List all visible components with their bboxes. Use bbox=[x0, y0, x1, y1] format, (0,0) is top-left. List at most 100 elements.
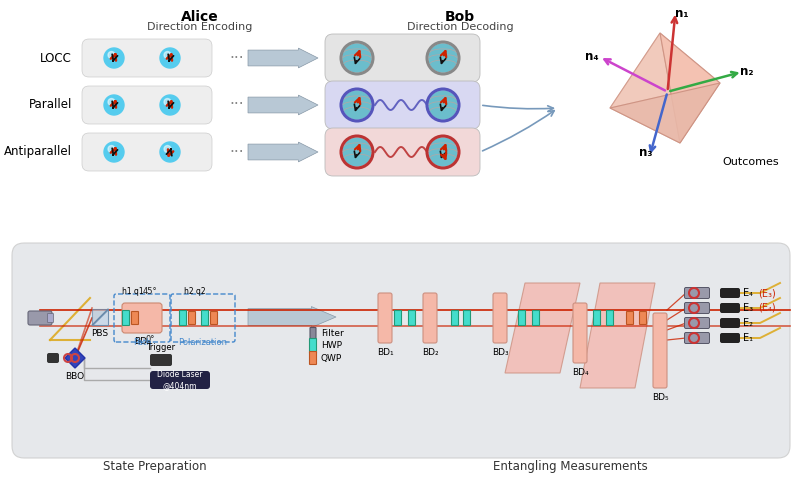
Circle shape bbox=[428, 44, 456, 72]
FancyBboxPatch shape bbox=[492, 293, 506, 343]
FancyBboxPatch shape bbox=[719, 303, 739, 313]
Text: n₂: n₂ bbox=[739, 65, 752, 78]
Text: BD₃: BD₃ bbox=[491, 348, 508, 357]
FancyBboxPatch shape bbox=[325, 81, 480, 129]
FancyBboxPatch shape bbox=[532, 310, 539, 325]
Circle shape bbox=[107, 145, 115, 152]
FancyBboxPatch shape bbox=[82, 39, 212, 77]
FancyBboxPatch shape bbox=[325, 34, 480, 82]
Text: Direction Decoding: Direction Decoding bbox=[406, 22, 512, 32]
Text: (E₃): (E₃) bbox=[757, 288, 775, 298]
Text: 0°: 0° bbox=[145, 335, 155, 344]
FancyBboxPatch shape bbox=[593, 310, 600, 325]
Circle shape bbox=[428, 138, 456, 166]
FancyBboxPatch shape bbox=[188, 311, 195, 325]
Text: Filter: Filter bbox=[321, 329, 343, 339]
Text: Bob: Bob bbox=[444, 10, 475, 24]
Text: Entangling Measurements: Entangling Measurements bbox=[492, 460, 646, 473]
FancyBboxPatch shape bbox=[638, 311, 646, 325]
FancyBboxPatch shape bbox=[47, 313, 54, 323]
FancyBboxPatch shape bbox=[47, 353, 59, 363]
FancyBboxPatch shape bbox=[394, 310, 401, 325]
Text: Direction Encoding: Direction Encoding bbox=[147, 22, 253, 32]
Text: LOCC: LOCC bbox=[40, 52, 72, 64]
Text: (E₄): (E₄) bbox=[757, 303, 775, 313]
FancyBboxPatch shape bbox=[150, 354, 172, 366]
FancyBboxPatch shape bbox=[310, 327, 316, 341]
Circle shape bbox=[160, 142, 180, 162]
Text: BD₂: BD₂ bbox=[421, 348, 438, 357]
Text: QWP: QWP bbox=[321, 353, 342, 363]
FancyBboxPatch shape bbox=[309, 351, 316, 365]
Ellipse shape bbox=[105, 104, 123, 111]
Text: BD₁: BD₁ bbox=[376, 348, 393, 357]
FancyBboxPatch shape bbox=[325, 128, 480, 176]
Text: BBO: BBO bbox=[65, 372, 84, 381]
Polygon shape bbox=[65, 348, 85, 368]
FancyBboxPatch shape bbox=[309, 339, 316, 353]
Text: ···: ··· bbox=[229, 50, 244, 65]
Circle shape bbox=[164, 52, 171, 59]
Text: Polarization: Polarization bbox=[178, 338, 227, 347]
Text: E₁: E₁ bbox=[742, 333, 752, 343]
FancyBboxPatch shape bbox=[82, 86, 212, 124]
Text: n₃: n₃ bbox=[638, 146, 651, 159]
Polygon shape bbox=[610, 83, 719, 143]
FancyBboxPatch shape bbox=[683, 332, 709, 344]
Circle shape bbox=[104, 95, 124, 115]
Text: ···: ··· bbox=[229, 144, 244, 160]
FancyBboxPatch shape bbox=[463, 310, 470, 325]
Text: E₃: E₃ bbox=[742, 303, 752, 313]
Text: E₄: E₄ bbox=[742, 288, 752, 298]
Circle shape bbox=[107, 52, 115, 59]
Text: HWP: HWP bbox=[321, 342, 342, 350]
Text: h1 q1: h1 q1 bbox=[122, 287, 144, 296]
Text: ···: ··· bbox=[229, 98, 244, 113]
FancyBboxPatch shape bbox=[683, 318, 709, 328]
FancyBboxPatch shape bbox=[719, 333, 739, 343]
Polygon shape bbox=[504, 283, 579, 373]
FancyBboxPatch shape bbox=[122, 303, 162, 333]
Polygon shape bbox=[248, 306, 335, 327]
Circle shape bbox=[160, 48, 180, 68]
Text: Path: Path bbox=[132, 338, 151, 347]
Text: Alice: Alice bbox=[181, 10, 219, 24]
FancyBboxPatch shape bbox=[423, 293, 436, 343]
FancyBboxPatch shape bbox=[652, 313, 666, 388]
Ellipse shape bbox=[105, 151, 123, 159]
Circle shape bbox=[107, 99, 115, 105]
Ellipse shape bbox=[160, 151, 179, 159]
FancyBboxPatch shape bbox=[606, 310, 613, 325]
Text: BD₅: BD₅ bbox=[651, 393, 667, 402]
FancyBboxPatch shape bbox=[123, 310, 129, 325]
Polygon shape bbox=[248, 48, 318, 68]
Polygon shape bbox=[248, 142, 318, 162]
Polygon shape bbox=[659, 33, 719, 143]
Text: PBS: PBS bbox=[91, 329, 108, 338]
Polygon shape bbox=[579, 283, 654, 388]
Ellipse shape bbox=[160, 58, 179, 64]
FancyBboxPatch shape bbox=[683, 287, 709, 299]
Polygon shape bbox=[92, 309, 107, 325]
FancyBboxPatch shape bbox=[518, 310, 525, 325]
Text: Parallel: Parallel bbox=[29, 99, 72, 111]
Circle shape bbox=[160, 95, 180, 115]
FancyBboxPatch shape bbox=[150, 371, 210, 389]
Circle shape bbox=[342, 44, 371, 72]
FancyBboxPatch shape bbox=[82, 133, 212, 171]
FancyBboxPatch shape bbox=[28, 311, 52, 325]
Text: Trigger: Trigger bbox=[146, 343, 176, 352]
FancyBboxPatch shape bbox=[719, 318, 739, 328]
Ellipse shape bbox=[105, 58, 123, 64]
Circle shape bbox=[342, 91, 371, 119]
Polygon shape bbox=[610, 33, 719, 108]
FancyBboxPatch shape bbox=[408, 310, 415, 325]
Text: h2 q2: h2 q2 bbox=[184, 287, 205, 296]
FancyBboxPatch shape bbox=[626, 311, 633, 325]
FancyBboxPatch shape bbox=[451, 310, 458, 325]
Circle shape bbox=[104, 142, 124, 162]
FancyBboxPatch shape bbox=[201, 310, 209, 325]
FancyBboxPatch shape bbox=[210, 311, 217, 325]
Text: Diode Laser
@404nm: Diode Laser @404nm bbox=[157, 370, 202, 390]
FancyBboxPatch shape bbox=[12, 243, 789, 458]
